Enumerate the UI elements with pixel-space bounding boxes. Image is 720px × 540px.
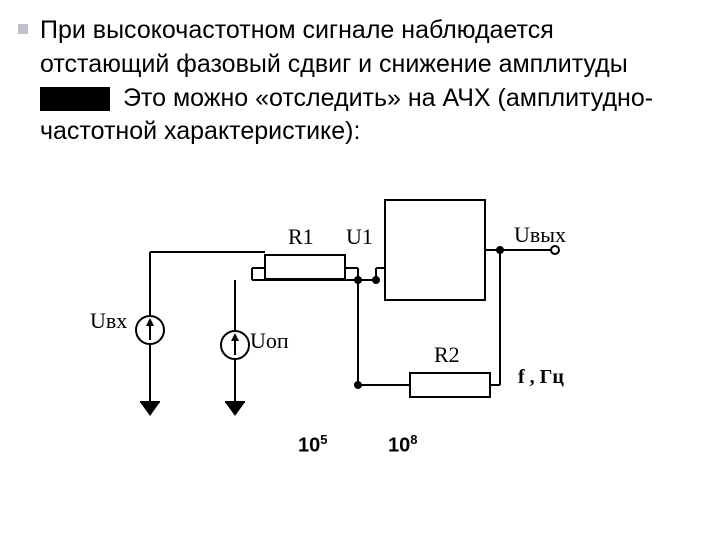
tick-base-1: 10 xyxy=(298,435,320,457)
redacted-block xyxy=(40,87,110,111)
tick-exp-1: 5 xyxy=(320,432,327,447)
text-line-2: отстающий фазовый сдвиг и снижение xyxy=(40,50,492,78)
tick-base-2: 10 xyxy=(388,435,410,457)
paragraph: При высокочастотном сигнале наблюдается … xyxy=(40,14,680,149)
bullet-icon xyxy=(18,24,28,34)
text-line-1: При высокочастотном сигнале наблюдается xyxy=(40,16,554,44)
axis-f-label: f , Гц xyxy=(518,366,564,389)
tick-exp-2: 8 xyxy=(410,432,417,447)
axis-tick-1: 105 xyxy=(298,432,327,458)
circuit-diagram: Uвх Uоп R1 U1 R2 Uвых f , Гц 105 108 xyxy=(40,180,680,500)
label-uop: Uоп xyxy=(250,328,289,354)
label-r2: R2 xyxy=(434,342,460,368)
label-u1: U1 xyxy=(346,224,373,250)
label-r1: R1 xyxy=(288,224,314,250)
label-uvx: Uвх xyxy=(90,308,127,334)
text-line-3b: Это можно «отследить» на xyxy=(123,84,436,112)
axis-tick-2: 108 xyxy=(388,432,417,458)
label-uout: Uвых xyxy=(514,222,566,248)
text-line-3a: амплитуды xyxy=(499,50,628,78)
